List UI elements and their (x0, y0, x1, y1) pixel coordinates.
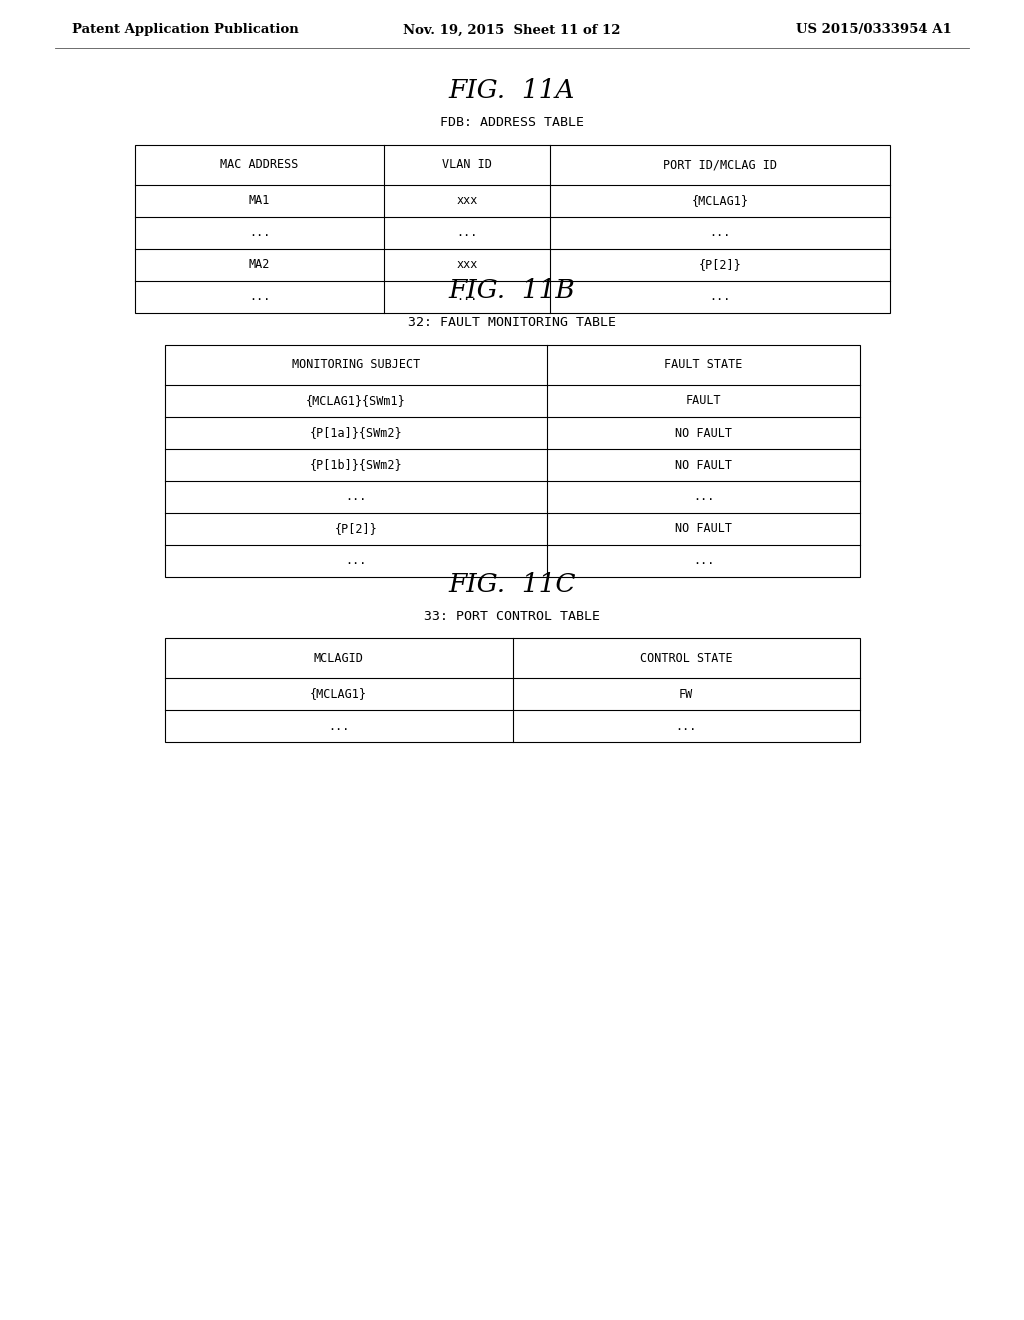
Text: FDB: ADDRESS TABLE: FDB: ADDRESS TABLE (440, 116, 584, 129)
Text: {MCLAG1}: {MCLAG1} (691, 194, 749, 207)
Text: MA1: MA1 (249, 194, 270, 207)
Text: PORT ID/MCLAG ID: PORT ID/MCLAG ID (664, 158, 777, 172)
Text: NO FAULT: NO FAULT (675, 426, 732, 440)
Text: MA2: MA2 (249, 259, 270, 272)
Bar (165, 638, 860, 742)
Bar (135, 145, 890, 313)
Text: ...: ... (328, 719, 349, 733)
Text: ...: ... (345, 491, 367, 503)
Text: NO FAULT: NO FAULT (675, 523, 732, 536)
Bar (165, 345, 860, 577)
Text: {MCLAG1}{SWm1}: {MCLAG1}{SWm1} (306, 395, 406, 408)
Text: 32: FAULT MONITORING TABLE: 32: FAULT MONITORING TABLE (408, 317, 616, 330)
Text: ...: ... (710, 290, 731, 304)
Text: Nov. 19, 2015  Sheet 11 of 12: Nov. 19, 2015 Sheet 11 of 12 (403, 24, 621, 37)
Text: ...: ... (249, 227, 270, 239)
Text: FIG.  11C: FIG. 11C (449, 573, 575, 598)
Text: ...: ... (249, 290, 270, 304)
Text: MAC ADDRESS: MAC ADDRESS (220, 158, 299, 172)
Text: xxx: xxx (457, 194, 478, 207)
Text: FW: FW (679, 688, 693, 701)
Text: ...: ... (457, 290, 478, 304)
Text: ...: ... (676, 719, 697, 733)
Text: ...: ... (693, 491, 715, 503)
Text: ...: ... (457, 227, 478, 239)
Text: FAULT STATE: FAULT STATE (665, 359, 742, 371)
Text: ...: ... (693, 554, 715, 568)
Text: ...: ... (710, 227, 731, 239)
Text: CONTROL STATE: CONTROL STATE (640, 652, 732, 664)
Text: NO FAULT: NO FAULT (675, 458, 732, 471)
Text: VLAN ID: VLAN ID (442, 158, 493, 172)
Text: FIG.  11A: FIG. 11A (449, 78, 575, 103)
Text: xxx: xxx (457, 259, 478, 272)
Text: MCLAGID: MCLAGID (313, 652, 364, 664)
Text: 33: PORT CONTROL TABLE: 33: PORT CONTROL TABLE (424, 610, 600, 623)
Text: US 2015/0333954 A1: US 2015/0333954 A1 (797, 24, 952, 37)
Text: MONITORING SUBJECT: MONITORING SUBJECT (292, 359, 420, 371)
Text: {P[2]}: {P[2]} (335, 523, 378, 536)
Text: {P[1b]}{SWm2}: {P[1b]}{SWm2} (310, 458, 402, 471)
Text: {MCLAG1}: {MCLAG1} (310, 688, 368, 701)
Text: FAULT: FAULT (686, 395, 722, 408)
Text: FIG.  11B: FIG. 11B (449, 277, 575, 302)
Text: {P[1a]}{SWm2}: {P[1a]}{SWm2} (310, 426, 402, 440)
Text: Patent Application Publication: Patent Application Publication (72, 24, 299, 37)
Text: {P[2]}: {P[2]} (698, 259, 741, 272)
Text: ...: ... (345, 554, 367, 568)
